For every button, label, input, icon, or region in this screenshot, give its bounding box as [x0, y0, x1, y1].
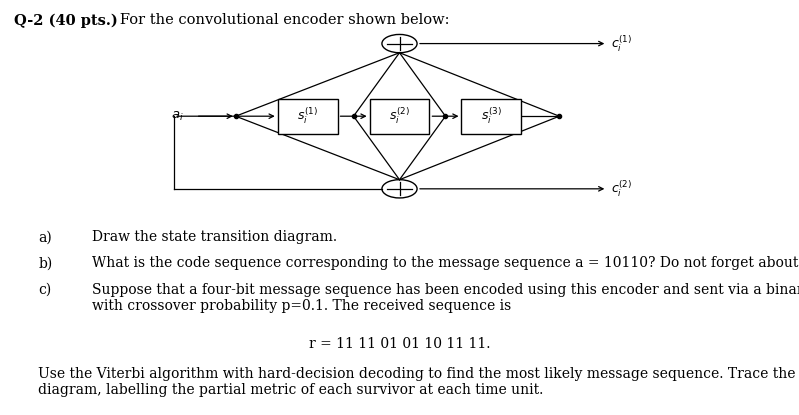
- Text: c): c): [38, 283, 52, 297]
- Text: r = 11 11 01 01 10 11 11.: r = 11 11 01 01 10 11 11.: [308, 337, 491, 351]
- FancyBboxPatch shape: [462, 99, 521, 134]
- Text: Draw the state transition diagram.: Draw the state transition diagram.: [92, 230, 337, 244]
- Text: $s_i^{(1)}$: $s_i^{(1)}$: [297, 106, 318, 126]
- Text: a): a): [38, 230, 52, 244]
- FancyBboxPatch shape: [278, 99, 338, 134]
- Text: Q-2 (40 pts.): Q-2 (40 pts.): [14, 13, 118, 28]
- Text: Suppose that a four-bit message sequence has been encoded using this encoder and: Suppose that a four-bit message sequence…: [92, 283, 799, 313]
- Text: b): b): [38, 256, 53, 271]
- Text: $s_i^{(3)}$: $s_i^{(3)}$: [481, 106, 502, 126]
- Text: $a_i$: $a_i$: [171, 110, 184, 123]
- FancyBboxPatch shape: [369, 99, 430, 134]
- Text: Use the Viterbi algorithm with hard-decision decoding to find the most likely me: Use the Viterbi algorithm with hard-deci…: [38, 367, 799, 397]
- Text: What is the code sequence corresponding to the message sequence a = 10110? Do no: What is the code sequence corresponding …: [92, 256, 799, 271]
- Text: $s_i^{(2)}$: $s_i^{(2)}$: [389, 106, 410, 126]
- Text: For the convolutional encoder shown below:: For the convolutional encoder shown belo…: [106, 13, 450, 27]
- Text: $c_i^{(1)}$: $c_i^{(1)}$: [611, 34, 632, 54]
- Text: $c_i^{(2)}$: $c_i^{(2)}$: [611, 179, 632, 199]
